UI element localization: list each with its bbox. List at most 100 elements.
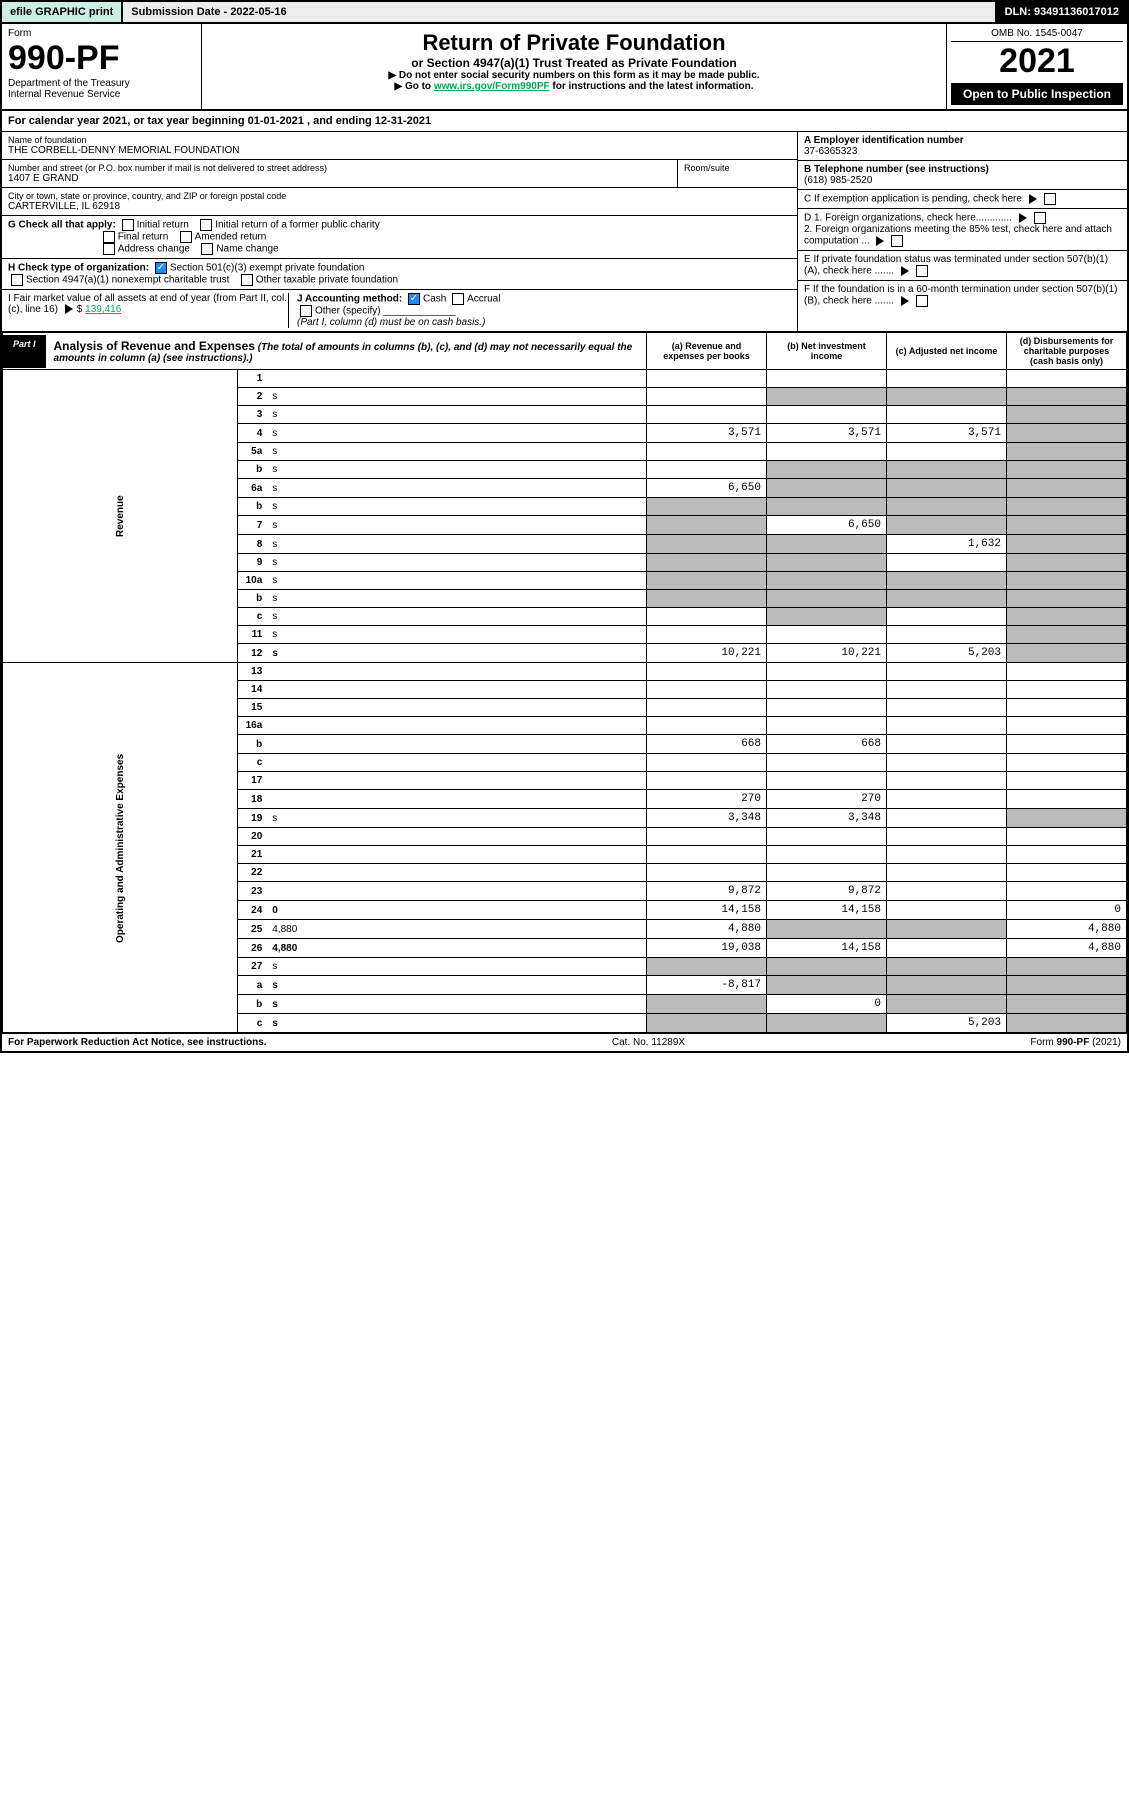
shaded-cell [1007,554,1127,572]
501c3-check[interactable] [155,262,167,274]
cash-check[interactable] [408,293,420,305]
shaded-cell [1007,424,1127,443]
shaded-cell [887,995,1007,1014]
table-row: Revenue1 [3,370,1127,388]
city: CARTERVILLE, IL 62918 [8,201,791,212]
entity-info-block: Name of foundation THE CORBELL-DENNY MEM… [2,132,1127,332]
line-number: 10a [237,572,267,590]
line-description [267,772,646,790]
value-cell [1007,717,1127,735]
value-cell [647,699,767,717]
value-cell [1007,663,1127,681]
shaded-cell [1007,498,1127,516]
line-description: s [267,572,646,590]
line-description: s [267,626,646,644]
value-cell: 668 [767,735,887,754]
value-cell [647,717,767,735]
line-number: 5a [237,443,267,461]
line-number: 16a [237,717,267,735]
other-taxable-check[interactable] [241,274,253,286]
final-return-check[interactable] [103,231,115,243]
value-cell [887,772,1007,790]
value-cell [647,443,767,461]
initial-public-check[interactable] [200,219,212,231]
omb-number: OMB No. 1545-0047 [951,28,1123,42]
value-cell [767,828,887,846]
amended-check[interactable] [180,231,192,243]
line-description: s [267,1014,646,1033]
form-subtitle: or Section 4947(a)(1) Trust Treated as P… [208,56,940,70]
irs-link[interactable]: www.irs.gov/Form990PF [434,81,550,92]
form-title: Return of Private Foundation [208,30,940,56]
line-number: 13 [237,663,267,681]
line-description [267,882,646,901]
accrual-check[interactable] [452,293,464,305]
submission-date: Submission Date - 2022-05-16 [123,2,996,22]
value-cell: 4,880 [1007,939,1127,958]
address-change-check[interactable] [103,243,115,255]
h-check-row: H Check type of organization: Section 50… [2,259,797,290]
shaded-cell [1007,461,1127,479]
shaded-cell [1007,995,1127,1014]
e-check[interactable] [916,265,928,277]
value-cell [887,882,1007,901]
line-number: 22 [237,864,267,882]
value-cell [887,864,1007,882]
value-cell [887,939,1007,958]
shaded-cell [1007,809,1127,828]
4947-check[interactable] [11,274,23,286]
value-cell: 6,650 [767,516,887,535]
shaded-cell [887,388,1007,406]
value-cell [767,846,887,864]
d2-check[interactable] [891,235,903,247]
line-number: 25 [237,920,267,939]
name-label: Name of foundation [8,135,791,145]
line-number: 26 [237,939,267,958]
foundation-name: THE CORBELL-DENNY MEMORIAL FOUNDATION [8,145,791,156]
shaded-cell [1007,479,1127,498]
shaded-cell [647,554,767,572]
value-cell [887,370,1007,388]
j-opt-cash: Cash [423,294,446,305]
value-cell [767,717,887,735]
d2-label: 2. Foreign organizations meeting the 85%… [804,224,1112,247]
name-change-check[interactable] [201,243,213,255]
i-value: 139,416 [85,304,121,315]
value-cell: 5,203 [887,644,1007,663]
value-cell: 9,872 [767,882,887,901]
line-description: s [267,424,646,443]
line-number: 3 [237,406,267,424]
c-check[interactable] [1044,193,1056,205]
note2-pre: ▶ Go to [394,81,433,92]
shaded-cell [887,572,1007,590]
value-cell: 14,158 [767,939,887,958]
value-cell: 4,880 [647,920,767,939]
line-number: 14 [237,681,267,699]
shaded-cell [767,498,887,516]
line-description: s [267,608,646,626]
value-cell [647,406,767,424]
triangle-icon [65,304,73,314]
shaded-cell [1007,388,1127,406]
g-opt-3: Amended return [195,232,267,243]
part1-tab: Part I [3,335,46,368]
value-cell: 270 [767,790,887,809]
d1-check[interactable] [1034,212,1046,224]
other-check[interactable] [300,305,312,317]
f-check[interactable] [916,295,928,307]
section-vertical-label: Operating and Administrative Expenses [3,663,238,1033]
value-cell: 668 [647,735,767,754]
line-number: 27 [237,958,267,976]
line-description: s [267,995,646,1014]
value-cell [647,864,767,882]
line-description [267,663,646,681]
value-cell [767,663,887,681]
initial-return-check[interactable] [122,219,134,231]
g-opt-0: Initial return [137,220,189,231]
line-description: s [267,809,646,828]
efile-badge: efile GRAPHIC print [2,2,123,22]
value-cell: 10,221 [767,644,887,663]
phone-cell: B Telephone number (see instructions) (6… [798,161,1127,190]
triangle-icon [901,296,909,306]
value-cell [887,663,1007,681]
